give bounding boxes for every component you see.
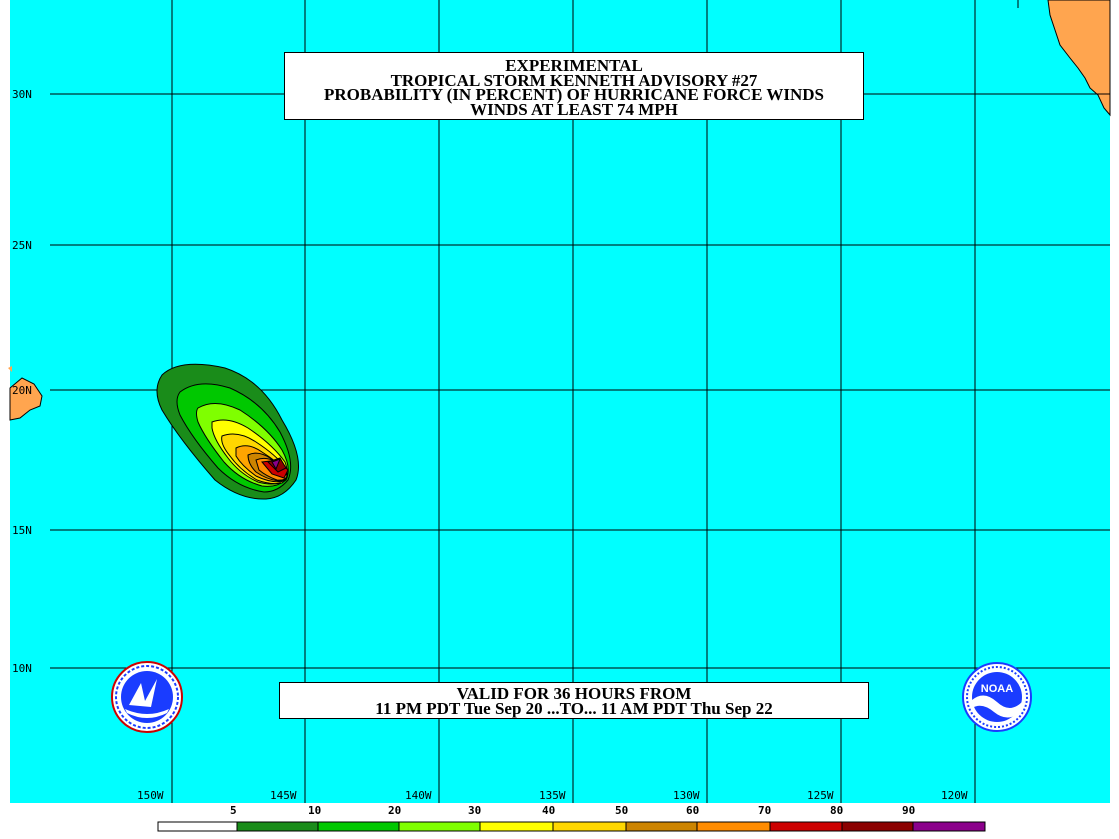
title-line-4: WINDS AT LEAST 74 MPH <box>470 99 678 119</box>
legend-swatch-70-80 <box>769 821 843 832</box>
legend-tick-60: 60 <box>686 804 700 817</box>
lat-label-15n: 15N <box>12 524 32 537</box>
valid-line-2: 11 PM PDT Tue Sep 20 ...TO... 11 AM PDT … <box>375 699 773 718</box>
title-line-2: TROPICAL STORM KENNETH ADVISORY #27 <box>390 70 758 90</box>
legend-swatch-90-100 <box>912 821 986 832</box>
legend-swatch-30-40 <box>479 821 554 832</box>
legend-swatch-20-30 <box>398 821 481 832</box>
probability-contours <box>156 363 299 500</box>
noaa-nws-seal-icon <box>111 661 183 733</box>
legend-swatch-10-20 <box>317 821 400 832</box>
lat-label-25n: 25N <box>12 239 32 252</box>
lon-label-135w: 135W <box>539 789 566 802</box>
title-box: EXPERIMENTAL TROPICAL STORM KENNETH ADVI… <box>284 52 864 120</box>
legend-swatch-80-90 <box>841 821 914 832</box>
legend-tick-10: 10 <box>308 804 322 817</box>
noaa-logo-icon: NOAA <box>962 662 1032 732</box>
lon-label-145w: 145W <box>270 789 297 802</box>
legend-swatch-50-60 <box>625 821 698 832</box>
lat-label-10n: 10N <box>12 662 32 675</box>
legend-tick-50: 50 <box>615 804 629 817</box>
valid-period-box: VALID FOR 36 HOURS FROM 11 PM PDT Tue Se… <box>279 682 869 719</box>
lat-label-30n: 30N <box>12 88 32 101</box>
lon-label-140w: 140W <box>405 789 432 802</box>
land-hawaii <box>9 377 43 421</box>
title-line-3: PROBABILITY (IN PERCENT) OF HURRICANE FO… <box>324 85 824 104</box>
legend-tick-80: 80 <box>830 804 844 817</box>
legend-swatch-40-50 <box>552 821 627 832</box>
legend-tick-30: 30 <box>468 804 482 817</box>
lat-label-20n: 20N <box>12 384 32 397</box>
lon-label-120w: 120W <box>941 789 968 802</box>
noaa-logo-text: NOAA <box>981 683 1013 695</box>
legend-swatch-0-5 <box>157 821 238 832</box>
lon-label-150w: 150W <box>137 789 164 802</box>
legend-swatch-60-70 <box>696 821 771 832</box>
land-mexico <box>1047 0 1111 117</box>
lon-label-125w: 125W <box>807 789 834 802</box>
legend-bar <box>157 821 986 832</box>
legend-tick-70: 70 <box>758 804 772 817</box>
legend-tick-5: 5 <box>230 804 237 817</box>
lon-label-130w: 130W <box>673 789 700 802</box>
contour-max <box>271 458 281 471</box>
legend-tick-20: 20 <box>388 804 402 817</box>
title-line-1: EXPERIMENTAL <box>505 56 643 75</box>
legend-tick-40: 40 <box>542 804 556 817</box>
legend-tick-90: 90 <box>902 804 916 817</box>
legend-swatch-5-10 <box>236 821 319 832</box>
valid-line-1: VALID FOR 36 HOURS FROM <box>456 684 692 703</box>
